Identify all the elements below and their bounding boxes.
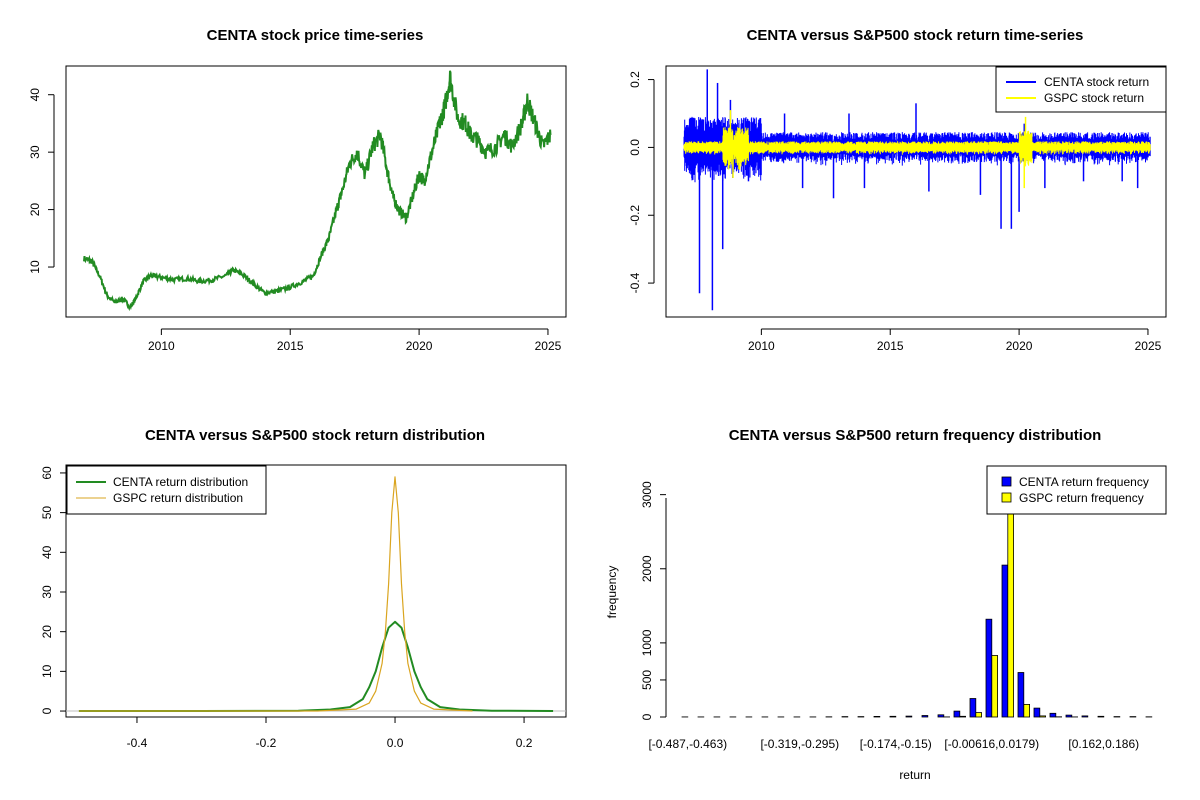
- distribution-ytick-label-3: 30: [40, 585, 54, 599]
- frequency-ylabel: frequency: [605, 566, 619, 619]
- frequency-ytick-label-0: 0: [640, 713, 654, 720]
- distribution-legend-label-gspc: GSPC return distribution: [113, 491, 243, 505]
- returns-ytick-label-1: -0.2: [628, 205, 642, 226]
- frequency-bar-centa-17: [953, 710, 961, 718]
- frequency-title: CENTA versus S&P500 return frequency dis…: [729, 427, 1102, 444]
- frequency-bar-gspc-22: [1039, 715, 1047, 718]
- distribution-title: CENTA versus S&P500 stock return distrib…: [145, 427, 485, 444]
- frequency-bar-centa-20: [1001, 564, 1009, 718]
- frequency-bar-centa-12: [873, 716, 881, 718]
- frequency-bar-centa-13: [889, 715, 897, 718]
- price-ytick-label-2: 30: [28, 145, 42, 159]
- frequency-legend-swatch-centa: [1001, 476, 1012, 487]
- frequency-xlabel: return: [899, 768, 930, 782]
- frequency-bar-centa-15: [921, 715, 929, 718]
- returns-ytick-label-3: 0.2: [628, 71, 642, 88]
- frequency-legend-box: [986, 465, 1167, 515]
- frequency-category-label-2: [-0.174,-0.15): [860, 737, 932, 751]
- distribution-ytick-label-5: 50: [40, 506, 54, 520]
- distribution-legend-box: [66, 465, 267, 515]
- panel-price: CENTA stock price time-series 2010 2015 20…: [28, 27, 567, 353]
- returns-xtick-label-0: 2010: [748, 339, 775, 353]
- distribution-ytick-label-6: 60: [40, 466, 54, 480]
- distribution-series-centa: [78, 620, 554, 712]
- returns-xtick-label-1: 2015: [877, 339, 904, 353]
- distribution-ytick-label-0: 0: [40, 707, 54, 714]
- distribution-legend-label-centa: CENTA return distribution: [113, 475, 248, 489]
- frequency-ytick-label-2: 1000: [640, 629, 654, 656]
- returns-legend-box: [995, 66, 1167, 113]
- distribution-ytick-label-2: 20: [40, 625, 54, 639]
- returns-legend: CENTA stock return GSPC stock return: [995, 66, 1167, 113]
- panel-distribution: CENTA versus S&P500 stock return distrib…: [40, 427, 567, 750]
- frequency-bar-centa-25: [1081, 715, 1089, 718]
- frequency-category-label-1: [-0.319,-0.295): [760, 737, 839, 751]
- price-title: CENTA stock price time-series: [207, 27, 424, 44]
- returns-legend-label-centa: CENTA stock return: [1044, 75, 1149, 89]
- price-ytick-label-3: 40: [28, 88, 42, 102]
- frequency-bar-gspc-21: [1023, 704, 1030, 718]
- distribution-xtick-label-1: -0.2: [256, 736, 277, 750]
- price-ytick-label-1: 20: [28, 203, 42, 217]
- price-series-line: [83, 70, 552, 312]
- price-xtick-label-3: 2025: [535, 339, 562, 353]
- returns-ytick-label-0: -0.4: [628, 272, 642, 293]
- returns-xtick-label-2: 2020: [1006, 339, 1033, 353]
- price-xtick-label-0: 2010: [148, 339, 175, 353]
- returns-legend-label-gspc: GSPC stock return: [1044, 91, 1144, 105]
- returns-plot-frame: [665, 65, 1167, 318]
- frequency-ytick-label-4: 3000: [640, 481, 654, 508]
- distribution-ytick-label-1: 10: [40, 664, 54, 678]
- frequency-bar-centa-24: [1065, 714, 1073, 718]
- frequency-bar-centa-23: [1049, 712, 1057, 718]
- frequency-bar-centa-26: [1097, 715, 1105, 718]
- frequency-legend-label-centa: CENTA return frequency: [1019, 475, 1149, 489]
- frequency-category-label-4: [0.162,0.186): [1068, 737, 1139, 751]
- frequency-bar-centa-14: [905, 715, 913, 718]
- panel-returns: CENTA versus S&P500 stock return time-se…: [628, 27, 1167, 353]
- distribution-ytick-label-4: 40: [40, 545, 54, 559]
- frequency-legend-swatch-gspc: [1001, 492, 1012, 503]
- price-plot-frame: [65, 65, 567, 318]
- distribution-xtick-label-0: -0.4: [127, 736, 148, 750]
- frequency-bar-gspc-17: [959, 715, 966, 718]
- returns-title: CENTA versus S&P500 stock return time-se…: [747, 27, 1084, 44]
- frequency-bar-gspc-19: [991, 655, 998, 718]
- distribution-legend: CENTA return distribution GSPC return di…: [66, 465, 267, 515]
- price-ytick-label-0: 10: [28, 260, 42, 274]
- price-xtick-label-2: 2020: [406, 339, 433, 353]
- panel-frequency: CENTA versus S&P500 return frequency dis…: [605, 427, 1167, 782]
- returns-ytick-label-2: 0.0: [628, 139, 642, 156]
- frequency-category-label-0: [-0.487,-0.463): [648, 737, 727, 751]
- frequency-ytick-label-1: 500: [640, 670, 654, 690]
- frequency-bar-gspc-18: [975, 712, 982, 718]
- distribution-xtick-label-3: 0.2: [516, 736, 533, 750]
- frequency-bar-centa-19: [985, 618, 993, 718]
- returns-series-gspc-noise: [683, 127, 1151, 170]
- frequency-bar-centa-21: [1017, 672, 1025, 718]
- frequency-ytick-label-3: 2000: [640, 555, 654, 582]
- distribution-series-gspc: [78, 476, 473, 712]
- price-xtick-label-1: 2015: [277, 339, 304, 353]
- frequency-category-label-3: [-0.00616,0.0179): [944, 737, 1039, 751]
- distribution-xtick-label-2: 0.0: [387, 736, 404, 750]
- frequency-bar-centa-18: [969, 698, 977, 718]
- frequency-legend: CENTA return frequency GSPC return frequ…: [986, 465, 1167, 515]
- frequency-legend-label-gspc: GSPC return frequency: [1019, 491, 1144, 505]
- frequency-bar-centa-16: [937, 714, 945, 718]
- returns-xtick-label-3: 2025: [1135, 339, 1162, 353]
- frequency-bar-centa-22: [1033, 707, 1041, 718]
